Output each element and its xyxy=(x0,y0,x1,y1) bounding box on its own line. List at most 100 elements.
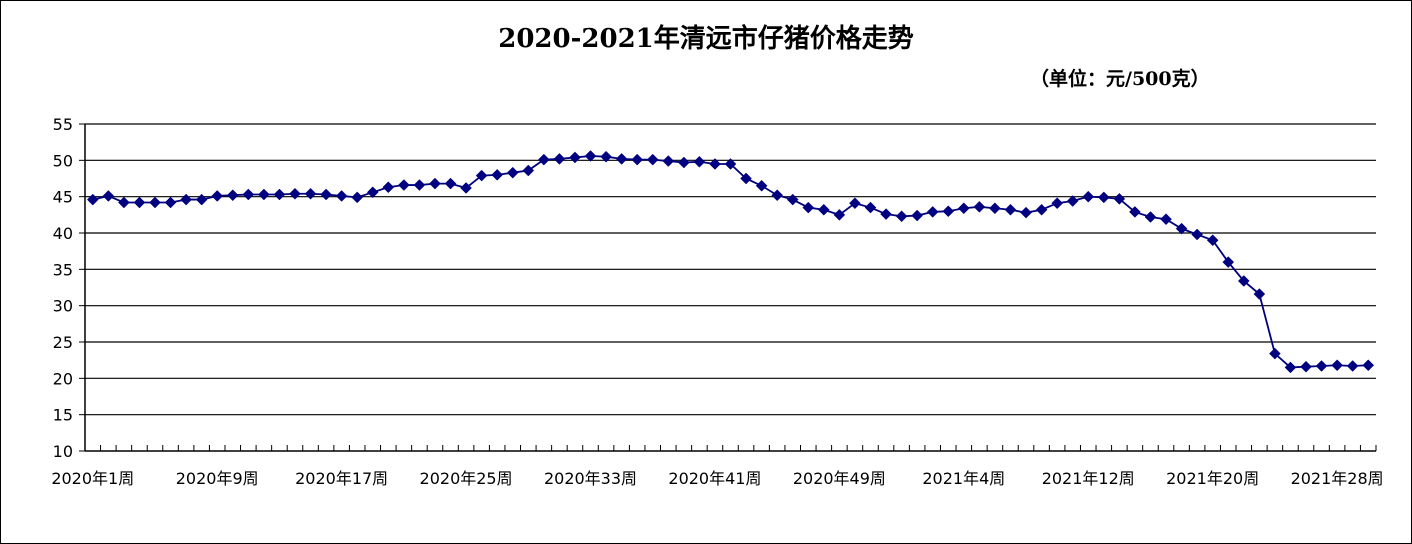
data-point xyxy=(849,197,861,210)
data-point xyxy=(475,169,488,182)
data-point xyxy=(102,190,115,202)
y-tick-label: 20 xyxy=(53,369,73,388)
data-point xyxy=(320,188,332,201)
data-point xyxy=(335,190,348,202)
price-series xyxy=(86,150,1375,374)
data-point xyxy=(444,177,457,190)
data-point xyxy=(226,189,239,202)
data-point xyxy=(1331,359,1343,372)
data-point xyxy=(1346,360,1359,372)
data-point xyxy=(195,193,208,206)
data-point xyxy=(242,188,255,201)
data-point xyxy=(1300,360,1312,373)
data-point xyxy=(491,169,504,181)
data-point xyxy=(1206,234,1219,247)
data-point xyxy=(1035,203,1048,216)
data-point xyxy=(1004,203,1017,216)
data-point xyxy=(133,196,146,209)
data-point xyxy=(646,153,659,166)
y-tick-label: 30 xyxy=(53,297,73,316)
data-point xyxy=(522,164,535,177)
data-point xyxy=(366,186,379,199)
data-point xyxy=(413,179,426,191)
data-point xyxy=(304,187,317,200)
data-point xyxy=(740,172,752,185)
data-point xyxy=(382,181,395,194)
unit-label: （单位：元/500克） xyxy=(1030,68,1210,90)
series-line xyxy=(92,155,1369,369)
data-point xyxy=(1269,347,1281,360)
data-point xyxy=(164,196,177,209)
data-point xyxy=(677,156,690,169)
x-tick-label: 2021年12周 xyxy=(1042,469,1135,488)
y-tick-label: 55 xyxy=(53,115,73,134)
data-point xyxy=(1222,256,1235,268)
y-tick-label: 35 xyxy=(53,260,73,279)
data-point xyxy=(351,191,364,204)
data-point xyxy=(1237,275,1250,287)
y-tick-label: 45 xyxy=(53,188,73,207)
data-point xyxy=(1362,359,1375,372)
data-point xyxy=(895,210,908,223)
data-point xyxy=(553,153,566,165)
x-tick-label: 2021年28周 xyxy=(1291,469,1384,488)
x-tick-label: 2020年25周 xyxy=(420,469,513,488)
data-point xyxy=(1082,190,1095,203)
x-tick-label: 2020年33周 xyxy=(544,469,637,488)
data-point xyxy=(833,208,846,221)
data-point xyxy=(802,201,815,214)
data-point xyxy=(817,203,830,216)
data-point xyxy=(957,202,970,215)
data-point xyxy=(537,153,550,166)
data-point xyxy=(1113,192,1126,205)
axes xyxy=(79,123,1377,452)
data-point xyxy=(149,196,161,209)
data-point xyxy=(1315,360,1328,372)
y-tick-label: 15 xyxy=(53,406,73,425)
data-point xyxy=(1160,213,1172,226)
data-point xyxy=(942,205,955,218)
data-point xyxy=(1144,211,1157,223)
data-point xyxy=(569,151,581,164)
x-tick-label: 2020年49周 xyxy=(793,469,886,488)
data-point xyxy=(755,179,768,192)
data-point xyxy=(600,150,612,163)
data-point xyxy=(584,150,597,162)
data-point xyxy=(926,206,939,218)
x-tick-labels: 2020年1周 2020年9周 2020年17周 2020年25周 2020年33周 20… xyxy=(51,469,1383,488)
data-point xyxy=(1175,222,1188,235)
data-point xyxy=(662,155,675,167)
data-point xyxy=(258,188,270,201)
data-point xyxy=(989,202,1001,215)
data-point xyxy=(273,188,286,201)
x-tick-label: 2021年4周 xyxy=(922,469,1005,488)
chart-title: 2020-2021年清远市仔猪价格走势 xyxy=(498,24,914,54)
data-point xyxy=(1253,288,1266,300)
data-point xyxy=(1020,206,1032,219)
data-point xyxy=(118,196,130,209)
data-point xyxy=(180,193,192,206)
data-point xyxy=(880,208,892,220)
data-point xyxy=(1191,228,1203,241)
data-point xyxy=(615,153,628,165)
data-point xyxy=(1097,191,1110,204)
data-point xyxy=(911,209,924,222)
x-tick-label: 2020年9周 xyxy=(176,469,259,488)
x-tick-label: 2020年41周 xyxy=(668,469,761,488)
y-tick-label: 10 xyxy=(53,442,73,461)
y-tick-label: 25 xyxy=(53,333,73,352)
data-point xyxy=(211,190,224,202)
data-point xyxy=(398,179,410,191)
x-tick-label: 2020年17周 xyxy=(295,469,388,488)
data-point xyxy=(973,200,986,213)
x-tick-label: 2020年1周 xyxy=(51,469,134,488)
data-point xyxy=(693,155,706,168)
data-point xyxy=(864,201,877,214)
y-tick-labels: 10 15 20 25 30 35 40 45 50 55 xyxy=(53,115,73,461)
y-tick-label: 40 xyxy=(53,224,73,243)
x-tick-label: 2021年20周 xyxy=(1166,469,1259,488)
data-point xyxy=(506,166,519,179)
data-point xyxy=(631,153,644,166)
